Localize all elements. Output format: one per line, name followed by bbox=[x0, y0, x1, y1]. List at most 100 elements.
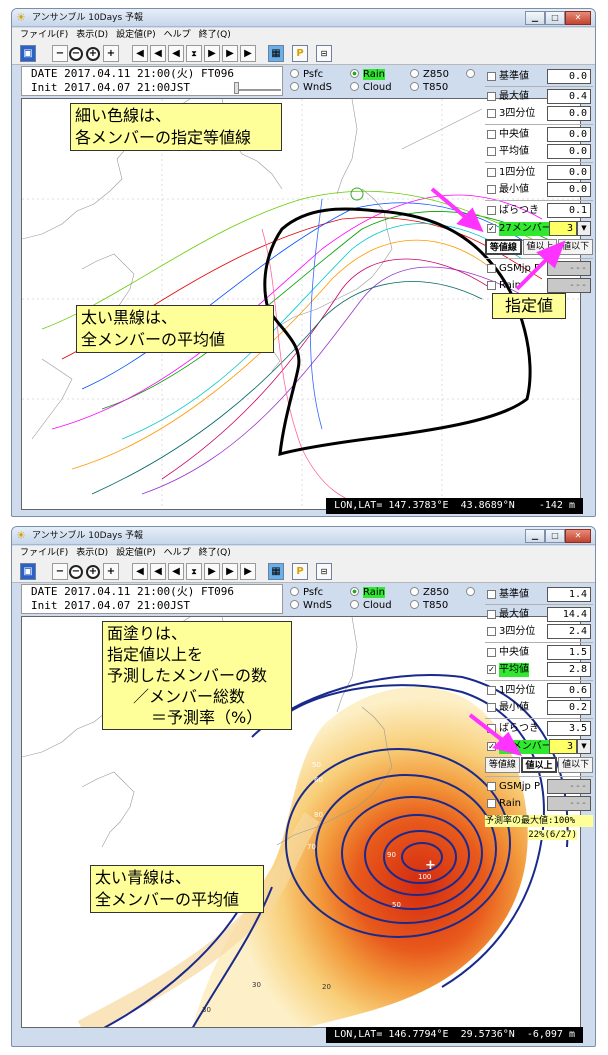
row-min[interactable]: 最小値 0.0 bbox=[485, 182, 593, 198]
row-q1[interactable]: 1四分位 0.0 bbox=[485, 165, 593, 181]
map-icon[interactable]: ▦ bbox=[268, 563, 284, 580]
radio-z850[interactable]: Z850 bbox=[410, 68, 449, 81]
row-spread[interactable]: ばらつき 0.1 bbox=[485, 203, 593, 219]
checkbox-checked[interactable]: ✓ bbox=[487, 224, 496, 233]
row-mean[interactable]: ✓ 平均値 2.8 bbox=[485, 662, 593, 678]
checkbox[interactable] bbox=[487, 782, 496, 791]
menu-exit[interactable]: 終了(Q) bbox=[198, 548, 231, 558]
checkbox[interactable] bbox=[487, 147, 496, 156]
prev-day-icon[interactable]: ◀ bbox=[150, 45, 166, 62]
row-q3[interactable]: 3四分位 2.4 bbox=[485, 624, 593, 640]
checkbox[interactable] bbox=[487, 627, 496, 636]
contour-mode-button[interactable]: 等値線 bbox=[485, 239, 522, 255]
menu-file[interactable]: ファイル(F) bbox=[20, 548, 69, 558]
stop-icon[interactable]: ⧗ bbox=[186, 563, 202, 580]
save-image-icon[interactable]: ▣ bbox=[20, 563, 36, 580]
checkbox[interactable] bbox=[487, 264, 496, 273]
minimize-button[interactable]: ▁ bbox=[525, 529, 545, 543]
minus-button[interactable]: − bbox=[52, 45, 68, 62]
row-members[interactable]: ✓ 27メンバー 3 ▼ bbox=[485, 221, 593, 237]
radio-z850[interactable]: Z850 bbox=[410, 586, 449, 599]
row-q3[interactable]: 3四分位 0.0 bbox=[485, 106, 593, 122]
checkbox[interactable] bbox=[487, 92, 496, 101]
checkbox[interactable] bbox=[487, 703, 496, 712]
checkbox[interactable] bbox=[487, 799, 496, 808]
zoom-out-icon[interactable]: − bbox=[69, 47, 83, 61]
row-max[interactable]: 最大値 14.4 bbox=[485, 607, 593, 623]
zoom-in-icon[interactable]: + bbox=[86, 565, 100, 579]
checkbox[interactable] bbox=[487, 206, 496, 215]
window-icon[interactable]: ⊟ bbox=[316, 563, 332, 580]
row-max[interactable]: 最大値 0.4 bbox=[485, 89, 593, 105]
window-icon[interactable]: ⊟ bbox=[316, 45, 332, 62]
maximize-button[interactable]: □ bbox=[545, 11, 565, 25]
checkbox[interactable] bbox=[487, 168, 496, 177]
checkbox[interactable] bbox=[487, 648, 496, 657]
first-frame-icon[interactable]: ◀ bbox=[132, 45, 148, 62]
radio-t850[interactable]: T850 bbox=[410, 81, 448, 94]
checkbox-checked[interactable]: ✓ bbox=[487, 665, 496, 674]
radio-extra[interactable] bbox=[466, 68, 479, 81]
flag-icon[interactable]: P bbox=[292, 563, 308, 580]
next-step-icon[interactable]: ▶ bbox=[204, 45, 220, 62]
threshold-select[interactable]: 3 bbox=[549, 221, 577, 236]
checkbox[interactable] bbox=[487, 185, 496, 194]
row-kijun[interactable]: 基準値 1.4 bbox=[485, 587, 593, 603]
menu-help[interactable]: ヘルプ bbox=[163, 548, 191, 558]
last-frame-icon[interactable]: ▶ bbox=[240, 563, 256, 580]
radio-wnds[interactable]: WndS bbox=[290, 599, 332, 612]
plus-button[interactable]: + bbox=[103, 45, 119, 62]
checkbox[interactable] bbox=[487, 130, 496, 139]
prev-step-icon[interactable]: ◀ bbox=[168, 45, 184, 62]
prev-day-icon[interactable]: ◀ bbox=[150, 563, 166, 580]
close-button[interactable]: ✕ bbox=[565, 529, 591, 543]
map-icon[interactable]: ▦ bbox=[268, 45, 284, 62]
menu-help[interactable]: ヘルプ bbox=[163, 30, 191, 40]
radio-rain[interactable]: Rain bbox=[350, 586, 385, 599]
below-mode-button[interactable]: 値以下 bbox=[558, 757, 594, 773]
radio-psfc[interactable]: Psfc bbox=[290, 586, 323, 599]
maximize-button[interactable]: □ bbox=[545, 529, 565, 543]
minimize-button[interactable]: ▁ bbox=[525, 11, 545, 25]
save-image-icon[interactable]: ▣ bbox=[20, 45, 36, 62]
zoom-in-icon[interactable]: + bbox=[86, 47, 100, 61]
chevron-down-icon[interactable]: ▼ bbox=[577, 221, 591, 236]
menu-view[interactable]: 表示(D) bbox=[76, 548, 109, 558]
radio-psfc[interactable]: Psfc bbox=[290, 68, 323, 81]
checkbox[interactable] bbox=[487, 686, 496, 695]
last-frame-icon[interactable]: ▶ bbox=[240, 45, 256, 62]
checkbox[interactable] bbox=[487, 72, 496, 81]
row-gsm[interactable]: GSMjp P --- bbox=[485, 779, 593, 795]
radio-cloud[interactable]: Cloud bbox=[350, 81, 392, 94]
menu-view[interactable]: 表示(D) bbox=[76, 30, 109, 40]
radio-cloud[interactable]: Cloud bbox=[350, 599, 392, 612]
plus-button[interactable]: + bbox=[103, 563, 119, 580]
minus-button[interactable]: − bbox=[52, 563, 68, 580]
checkbox[interactable] bbox=[487, 590, 496, 599]
next-day-icon[interactable]: ▶ bbox=[222, 563, 238, 580]
stop-icon[interactable]: ⧗ bbox=[186, 45, 202, 62]
menu-file[interactable]: ファイル(F) bbox=[20, 30, 69, 40]
row-min[interactable]: 最小値 0.2 bbox=[485, 700, 593, 716]
row-median[interactable]: 中央値 1.5 bbox=[485, 645, 593, 661]
contour-mode-button[interactable]: 等値線 bbox=[485, 757, 520, 773]
next-step-icon[interactable]: ▶ bbox=[204, 563, 220, 580]
above-mode-button[interactable]: 値以上 bbox=[520, 757, 558, 773]
time-slider-track[interactable] bbox=[236, 89, 281, 91]
zoom-out-icon[interactable]: − bbox=[69, 565, 83, 579]
close-button[interactable]: ✕ bbox=[565, 11, 591, 25]
radio-wnds[interactable]: WndS bbox=[290, 81, 332, 94]
threshold-select[interactable]: 3 bbox=[549, 739, 577, 754]
time-slider-handle[interactable] bbox=[234, 82, 239, 94]
checkbox[interactable] bbox=[487, 281, 496, 290]
first-frame-icon[interactable]: ◀ bbox=[132, 563, 148, 580]
row-median[interactable]: 中央値 0.0 bbox=[485, 127, 593, 143]
chevron-down-icon[interactable]: ▼ bbox=[577, 739, 591, 754]
row-rain[interactable]: Rain --- bbox=[485, 796, 593, 812]
checkbox[interactable] bbox=[487, 610, 496, 619]
checkbox[interactable] bbox=[487, 109, 496, 118]
row-q1[interactable]: 1四分位 0.6 bbox=[485, 683, 593, 699]
flag-icon[interactable]: P bbox=[292, 45, 308, 62]
radio-t850[interactable]: T850 bbox=[410, 599, 448, 612]
row-gsm[interactable]: GSMjp P --- bbox=[485, 261, 593, 277]
